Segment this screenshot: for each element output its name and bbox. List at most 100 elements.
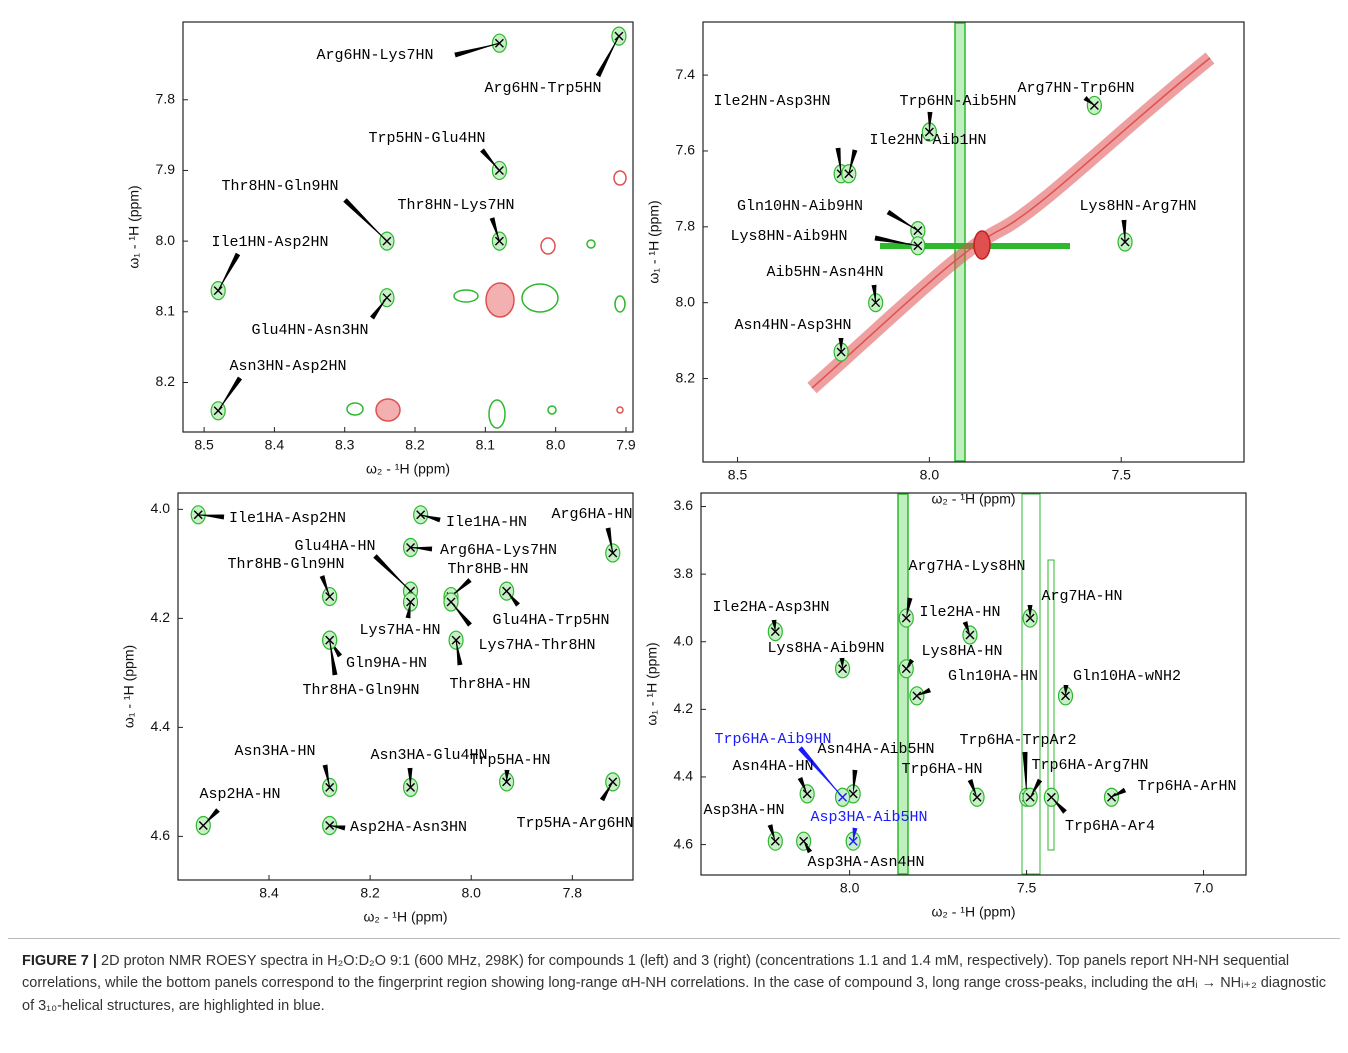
peak-label: Glu4HN-Asn3HN	[251, 322, 368, 339]
leader-line	[372, 298, 387, 318]
peak-label: Trp6HA-HN	[901, 761, 982, 778]
peak-label: Asp3HA-Aib5HN	[810, 809, 927, 826]
peak-label: Trp6HN-Aib5HN	[899, 93, 1016, 110]
y-tick-label: 8.2	[676, 369, 696, 385]
leader-line	[345, 200, 387, 241]
contour	[486, 283, 514, 317]
peak-label: Asn4HA-HN	[732, 758, 813, 775]
x-axis-title: ω₂ - ¹H (ppm)	[363, 909, 447, 925]
leader-line	[888, 212, 918, 231]
peak-label: Ile2HN-Aib1HN	[869, 132, 986, 149]
x-tick-label: 8.4	[265, 437, 285, 453]
peak-label: Lys8HN-Aib9HN	[730, 228, 847, 245]
peak-label: Ile1HA-HN	[446, 514, 527, 531]
peak-label: Asp3HA-HN	[703, 802, 784, 819]
contour	[347, 403, 363, 415]
leader-line	[455, 43, 499, 55]
contour	[548, 406, 556, 414]
leader-line	[218, 254, 238, 291]
peak-label: Arg6HA-Lys7HN	[440, 542, 557, 559]
x-tick-label: 7.9	[616, 437, 636, 453]
y-tick-label: 4.2	[151, 609, 171, 625]
peak-label: Trp6HA-ArHN	[1137, 778, 1236, 795]
leader-line	[410, 768, 411, 787]
peak-label: Asn4HN-Asp3HN	[734, 317, 851, 334]
contour	[489, 400, 505, 428]
contour	[587, 240, 595, 248]
x-tick-label: 8.4	[259, 885, 279, 901]
y-axis-title: ω₁ - ¹H (ppm)	[126, 185, 142, 268]
peak-label: Trp5HA-HN	[469, 752, 550, 769]
y-tick-label: 8.0	[676, 293, 696, 309]
page: {"chart_data": [ {"type": "scatter", "x_…	[0, 0, 1348, 1053]
y-tick-label: 4.6	[674, 835, 694, 851]
y-tick-label: 7.8	[156, 90, 176, 106]
peak-label: Arg6HN-Lys7HN	[316, 47, 433, 64]
x-tick-label: 8.5	[728, 467, 748, 483]
peak-label: Glu4HA-Trp5HN	[492, 612, 609, 629]
peak-label: Asn3HA-HN	[234, 743, 315, 760]
y-tick-label: 4.4	[674, 768, 694, 784]
x-axis-title: ω₂ - ¹H (ppm)	[931, 904, 1015, 920]
peak-label: Gln9HA-HN	[346, 655, 427, 672]
x-axis-title: ω₂ - ¹H (ppm)	[366, 461, 450, 477]
contour	[454, 290, 478, 302]
contour	[541, 238, 555, 254]
leader-line	[375, 556, 411, 591]
peak-label: Lys8HN-Arg7HN	[1079, 198, 1196, 215]
x-tick-label: 8.3	[335, 437, 355, 453]
x-tick-label: 7.0	[1194, 880, 1214, 896]
peak-label: Trp5HA-Arg6HN	[516, 815, 633, 832]
peak-label: Thr8HB-Gln9HN	[227, 556, 344, 573]
y-axis-title: ω₁ - ¹H (ppm)	[644, 642, 660, 725]
spectrum-panel: 8.48.28.07.84.04.24.44.6ω₂ - ¹H (ppm)ω₁ …	[121, 493, 634, 925]
leader-line	[929, 112, 930, 132]
y-tick-label: 3.6	[674, 497, 694, 513]
x-tick-label: 7.5	[1017, 880, 1037, 896]
peak-label: Gln10HN-Aib9HN	[737, 198, 863, 215]
peak-label: Trp6HA-Ar4	[1065, 818, 1155, 835]
peak-label: Gln10HA-wNH2	[1073, 668, 1181, 685]
peak-label: Arg6HN-Trp5HN	[484, 80, 601, 97]
peak-label: Ile2HA-Asp3HN	[712, 599, 829, 616]
peak-label: Ile1HA-Asp2HN	[229, 510, 346, 527]
peak-label: Lys7HA-HN	[359, 622, 440, 639]
x-tick-label: 7.5	[1111, 467, 1131, 483]
peak-label: Gln10HA-HN	[948, 668, 1038, 685]
x-tick-label: 8.2	[360, 885, 380, 901]
y-tick-label: 8.2	[156, 373, 176, 389]
y-tick-label: 8.0	[156, 232, 176, 248]
peak-label: Arg7HN-Trp6HN	[1017, 80, 1134, 97]
y-tick-label: 4.2	[674, 700, 694, 716]
x-tick-label: 8.5	[194, 437, 214, 453]
leader-line	[598, 36, 619, 76]
contour	[974, 231, 990, 259]
y-tick-label: 4.0	[674, 632, 694, 648]
peak-label: Ile1HN-Asp2HN	[211, 234, 328, 251]
peak-label: Aib5HN-Asn4HN	[766, 264, 883, 281]
caption-text: 2D proton NMR ROESY spectra in H₂O:D₂O 9…	[22, 953, 1326, 1014]
x-tick-label: 8.0	[920, 467, 940, 483]
peak-label: Asp2HA-HN	[199, 786, 280, 803]
peak-label: Thr8HA-Gln9HN	[302, 682, 419, 699]
y-tick-label: 7.8	[676, 218, 696, 234]
contour	[376, 399, 400, 421]
peak-label: Trp5HN-Glu4HN	[368, 130, 485, 147]
peak-label: Thr8HA-HN	[449, 676, 530, 693]
y-tick-label: 3.8	[674, 565, 694, 581]
y-tick-label: 4.4	[151, 718, 171, 734]
x-tick-label: 8.1	[476, 437, 496, 453]
divider	[8, 938, 1340, 939]
y-tick-label: 7.6	[676, 142, 696, 158]
caption-label: FIGURE 7 |	[22, 953, 97, 969]
y-axis-title: ω₁ - ¹H (ppm)	[646, 200, 662, 283]
peak-label: Asn3HN-Asp2HN	[229, 358, 346, 375]
peak-label: Ile2HA-HN	[919, 604, 1000, 621]
y-tick-label: 4.0	[151, 500, 171, 516]
peak-label: Thr8HN-Lys7HN	[397, 197, 514, 214]
peak-label: Asn4HA-Aib5HN	[817, 741, 934, 758]
x-tick-label: 8.0	[840, 880, 860, 896]
peak-label: Lys8HA-Aib9HN	[767, 640, 884, 657]
